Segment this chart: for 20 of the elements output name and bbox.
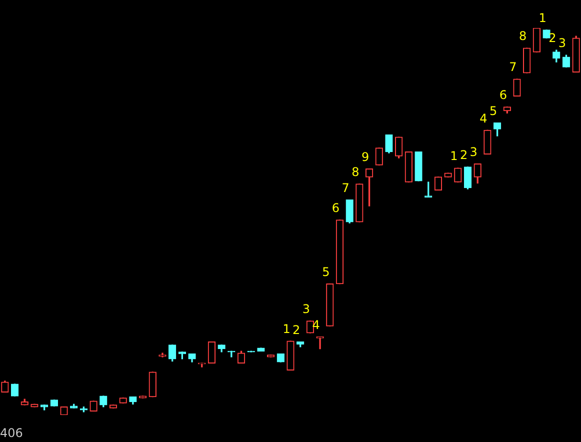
text: 8 (352, 165, 360, 180)
text: 5 (322, 264, 330, 279)
text: 406 (0, 426, 23, 440)
text: 6 (499, 88, 507, 102)
text: 7 (509, 60, 517, 74)
text: 9 (361, 150, 370, 164)
text: 3 (558, 36, 566, 50)
text: 2 (292, 322, 300, 337)
text: 2 (460, 148, 468, 162)
text: 6 (332, 201, 340, 216)
text: 8 (519, 29, 527, 44)
text: 3 (302, 302, 310, 316)
text: 7 (342, 180, 350, 195)
text: 1 (282, 322, 290, 336)
text: 2 (548, 31, 556, 46)
text: 1 (450, 149, 458, 164)
text: 1 (538, 11, 546, 26)
text: 3 (470, 144, 478, 159)
text: 5 (489, 104, 498, 118)
text: 4 (480, 111, 488, 126)
